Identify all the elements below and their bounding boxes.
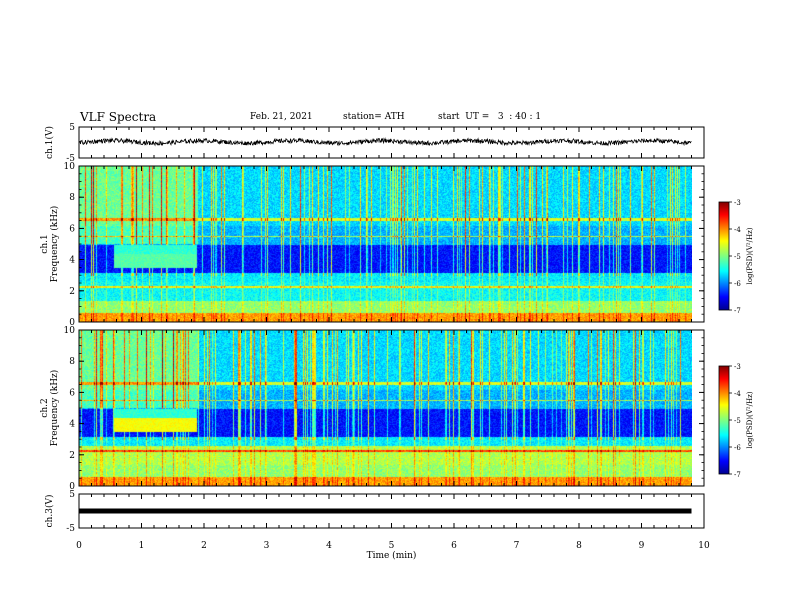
y-axis-label: Frequency (kHz) — [49, 370, 60, 447]
x-tick-label: 7 — [514, 541, 520, 551]
x-tick-label: 3 — [264, 541, 270, 551]
y-tick-label: 5 — [69, 123, 75, 133]
y-tick-label: 5 — [69, 490, 75, 500]
colorbar-tick-label: -5 — [734, 417, 741, 425]
y-tick-label: 8 — [69, 193, 75, 203]
y-tick-label: 8 — [69, 357, 75, 367]
y-axis-label: ch.3(V) — [44, 495, 55, 528]
y-tick-label: 6 — [69, 388, 75, 398]
x-tick-label: 1 — [139, 541, 145, 551]
y-tick-label: 4 — [69, 256, 75, 266]
y-tick-label: 0 — [69, 318, 75, 328]
x-tick-label: 8 — [576, 541, 582, 551]
colorbar-ch2 — [718, 365, 730, 475]
start-time-label: start UT = 3 : 40 : 1 — [438, 112, 542, 122]
figure-title: VLF Spectra — [80, 110, 157, 124]
x-tick-label: 4 — [326, 541, 332, 551]
colorbar-tick-label: -7 — [734, 307, 741, 315]
colorbar-label: log(PSD)(V²/Hz) — [746, 391, 754, 448]
colorbar-tick-label: -4 — [734, 390, 741, 398]
y-tick-label: 0 — [69, 482, 75, 492]
colorbar-tick-label: -7 — [734, 471, 741, 479]
x-tick-label: 10 — [698, 541, 710, 551]
ch2-spectrogram-image — [79, 330, 692, 486]
station-label: station= ATH — [343, 112, 405, 122]
colorbar-ch1 — [718, 201, 730, 311]
x-tick-label: 9 — [639, 541, 645, 551]
y-tick-label: 2 — [69, 451, 75, 461]
x-tick-label: 0 — [76, 541, 82, 551]
ch1-spectrogram-image — [79, 166, 692, 322]
x-axis-label: Time (min) — [367, 550, 417, 561]
y-tick-label: 2 — [69, 287, 75, 297]
y-tick-label: -5 — [66, 524, 75, 534]
channel-label: ch.2 — [40, 398, 50, 417]
y-tick-label: 4 — [69, 420, 75, 430]
x-tick-label: 6 — [451, 541, 457, 551]
colorbar-label: log(PSD)(V²/Hz) — [746, 227, 754, 284]
y-axis-label: Frequency (kHz) — [49, 206, 60, 283]
date-label: Feb. 21, 2021 — [250, 112, 313, 122]
colorbar-tick-label: -5 — [734, 253, 741, 261]
ch1-waveform-line — [78, 137, 692, 147]
colorbar-tick-label: -3 — [734, 363, 741, 371]
x-tick-label: 2 — [201, 541, 207, 551]
colorbar-tick-label: -6 — [734, 444, 741, 452]
colorbar-tick-label: -6 — [734, 280, 741, 288]
y-tick-label: 10 — [64, 326, 76, 336]
x-tick-label: 5 — [389, 541, 395, 551]
y-tick-label: 6 — [69, 224, 75, 234]
y-tick-label: 10 — [64, 162, 76, 172]
colorbar-tick-label: -4 — [734, 226, 741, 234]
colorbar-tick-label: -3 — [734, 199, 741, 207]
y-axis-label: ch.1(V) — [44, 126, 55, 159]
channel-label: ch.1 — [40, 234, 50, 253]
y-tick-label: -5 — [66, 154, 75, 164]
